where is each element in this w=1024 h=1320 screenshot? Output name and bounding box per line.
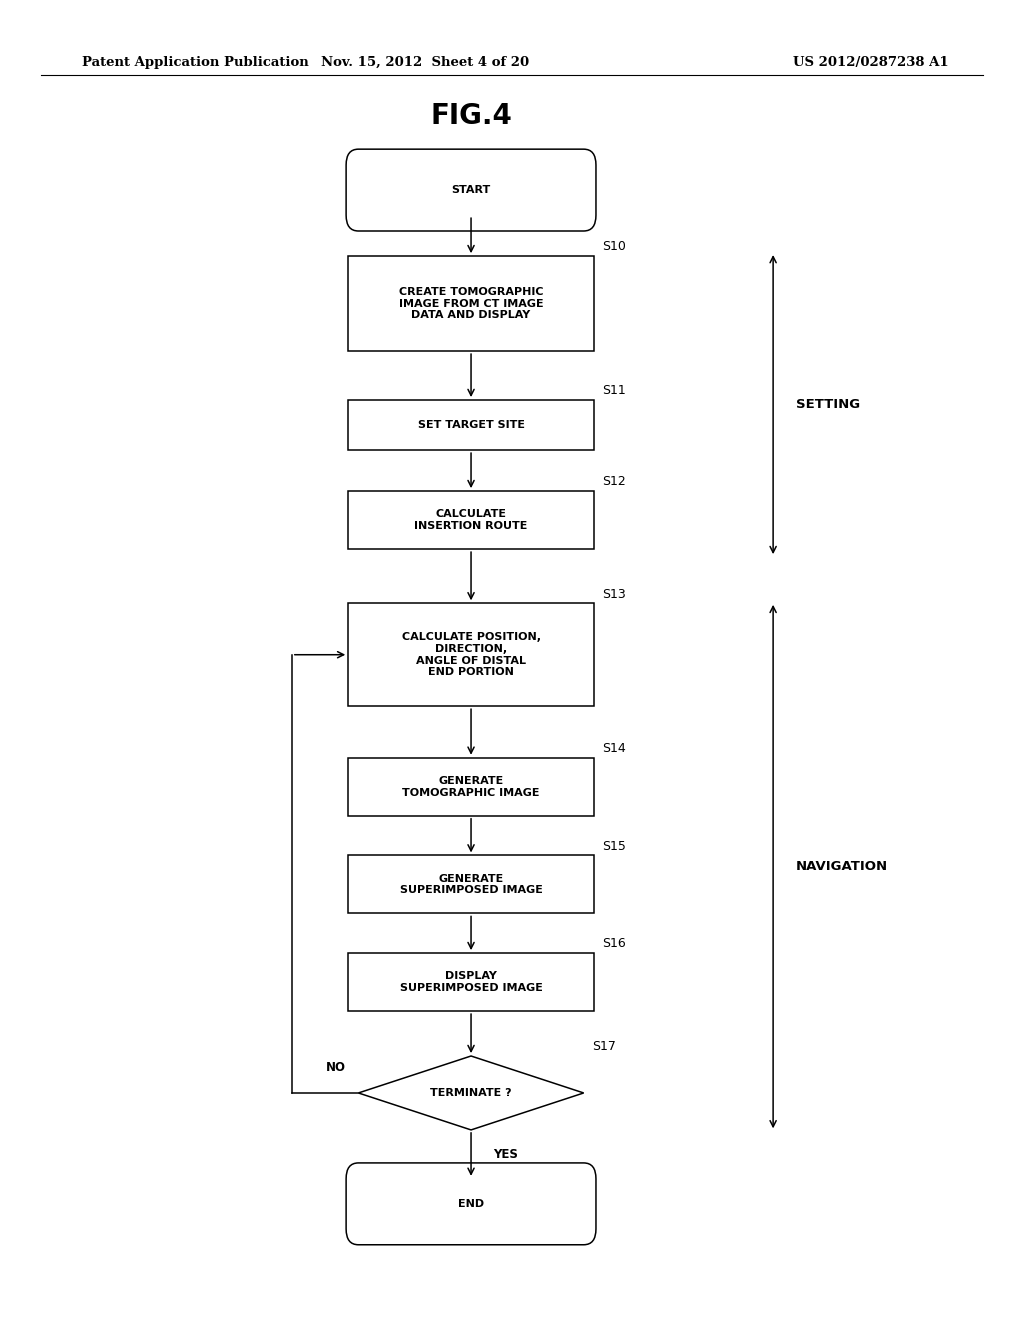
Bar (348, 256, 594, 351)
Bar (348, 491, 594, 549)
Text: FIG.4: FIG.4 (430, 102, 512, 131)
Text: DISPLAY
SUPERIMPOSED IMAGE: DISPLAY SUPERIMPOSED IMAGE (399, 972, 543, 993)
Text: S17: S17 (592, 1040, 615, 1053)
Text: GENERATE
TOMOGRAPHIC IMAGE: GENERATE TOMOGRAPHIC IMAGE (402, 776, 540, 797)
Text: SETTING: SETTING (796, 399, 860, 411)
Text: Nov. 15, 2012  Sheet 4 of 20: Nov. 15, 2012 Sheet 4 of 20 (321, 55, 529, 69)
Text: S11: S11 (602, 384, 626, 397)
FancyBboxPatch shape (346, 149, 596, 231)
Text: NAVIGATION: NAVIGATION (796, 861, 888, 873)
FancyBboxPatch shape (346, 1163, 596, 1245)
Text: S13: S13 (602, 587, 626, 601)
Text: CALCULATE
INSERTION ROUTE: CALCULATE INSERTION ROUTE (415, 510, 527, 531)
Text: CREATE TOMOGRAPHIC
IMAGE FROM CT IMAGE
DATA AND DISPLAY: CREATE TOMOGRAPHIC IMAGE FROM CT IMAGE D… (398, 286, 544, 321)
Text: GENERATE
SUPERIMPOSED IMAGE: GENERATE SUPERIMPOSED IMAGE (399, 874, 543, 895)
Text: US 2012/0287238 A1: US 2012/0287238 A1 (793, 55, 948, 69)
Bar (348, 400, 594, 450)
Text: S12: S12 (602, 475, 626, 488)
Text: S15: S15 (602, 840, 626, 853)
Bar (348, 953, 594, 1011)
Text: SET TARGET SITE: SET TARGET SITE (418, 420, 524, 430)
Text: S10: S10 (602, 240, 626, 253)
Text: NO: NO (326, 1061, 346, 1074)
Text: CALCULATE POSITION,
DIRECTION,
ANGLE OF DISTAL
END PORTION: CALCULATE POSITION, DIRECTION, ANGLE OF … (401, 632, 541, 677)
Bar (348, 758, 594, 816)
Polygon shape (358, 1056, 584, 1130)
Text: YES: YES (494, 1148, 518, 1160)
Text: Patent Application Publication: Patent Application Publication (82, 55, 308, 69)
Text: END: END (458, 1199, 484, 1209)
Text: S14: S14 (602, 742, 626, 755)
Bar (348, 855, 594, 913)
Text: START: START (452, 185, 490, 195)
Text: TERMINATE ?: TERMINATE ? (430, 1088, 512, 1098)
Bar (348, 603, 594, 706)
Text: S16: S16 (602, 937, 626, 950)
